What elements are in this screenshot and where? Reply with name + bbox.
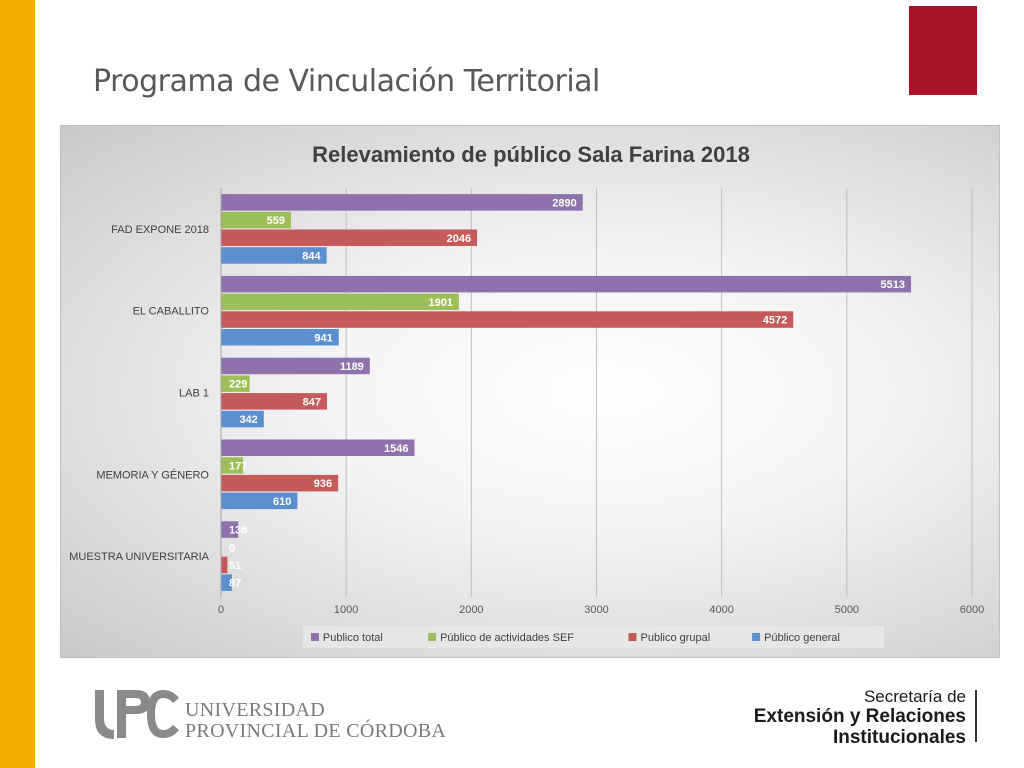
bar-data-label: 2890 bbox=[552, 197, 576, 209]
legend-label: Publico total bbox=[323, 632, 383, 644]
bar bbox=[221, 194, 583, 211]
bar bbox=[221, 311, 794, 328]
y-category-label: FAD EXPONE 2018 bbox=[111, 224, 209, 236]
x-tick-label: 1000 bbox=[334, 604, 358, 616]
bar-data-label: 229 bbox=[229, 379, 247, 391]
bar bbox=[221, 474, 339, 492]
bar-data-label: 847 bbox=[303, 396, 321, 408]
legend-swatch bbox=[628, 633, 637, 641]
bar bbox=[221, 492, 298, 510]
bar bbox=[221, 393, 328, 410]
bar bbox=[221, 556, 228, 574]
bar-data-label: 138 bbox=[229, 525, 247, 537]
bar-data-label: 936 bbox=[314, 478, 332, 490]
bar-data-label: 2046 bbox=[447, 233, 471, 245]
y-category-label: MUESTRA UNIVERSITARIA bbox=[69, 551, 209, 563]
bar bbox=[221, 521, 239, 538]
bar-data-label: 559 bbox=[267, 215, 285, 227]
y-category-label: MEMORIA Y GÉNERO bbox=[96, 468, 209, 481]
bar bbox=[221, 375, 250, 392]
legend-swatch bbox=[752, 633, 761, 641]
bar bbox=[221, 357, 370, 375]
x-tick-label: 2000 bbox=[459, 604, 483, 616]
legend-box bbox=[302, 626, 885, 648]
legend-label: Público de actividades SEF bbox=[440, 632, 574, 644]
y-category-label: EL CABALLITO bbox=[133, 306, 210, 318]
bar-data-label: 1546 bbox=[384, 443, 408, 455]
legend-swatch bbox=[310, 633, 319, 641]
y-category-label: LAB 1 bbox=[179, 388, 209, 400]
bar-data-label: 941 bbox=[314, 332, 332, 344]
secretaria-line1: Secretaría de bbox=[863, 687, 966, 706]
red-decor-square bbox=[909, 6, 977, 95]
bar bbox=[221, 211, 291, 229]
bar-data-label: 342 bbox=[239, 414, 257, 426]
x-tick-label: 0 bbox=[218, 604, 224, 616]
bar-data-label: 177 bbox=[229, 460, 247, 472]
bar-data-label: 0 bbox=[229, 542, 235, 554]
university-name-line1: UNIVERSIDAD bbox=[185, 699, 325, 721]
bar-data-label: 1189 bbox=[340, 361, 364, 373]
bar-data-label: 4572 bbox=[763, 315, 787, 327]
x-tick-label: 4000 bbox=[709, 604, 733, 616]
chart-title: Relevamiento de público Sala Farina 2018 bbox=[312, 142, 750, 167]
bar-data-label: 610 bbox=[273, 496, 291, 508]
bar bbox=[221, 293, 459, 311]
bar-chart: Relevamiento de público Sala Farina 2018… bbox=[69, 142, 984, 648]
x-tick-label: 5000 bbox=[835, 604, 859, 616]
university-logo: UNIVERSIDAD PROVINCIAL DE CÓRDOBA bbox=[93, 688, 446, 742]
bar-data-label: 87 bbox=[229, 578, 241, 590]
university-name-line2: PROVINCIAL DE CÓRDOBA bbox=[185, 720, 447, 742]
legend-label: Público general bbox=[764, 632, 840, 644]
legend-label: Publico grupal bbox=[641, 632, 711, 644]
bar bbox=[221, 410, 264, 428]
bar-data-label: 844 bbox=[302, 250, 321, 262]
secretaria-line2: Extensión y Relaciones bbox=[753, 706, 966, 727]
bar bbox=[221, 229, 478, 246]
bar bbox=[221, 247, 327, 264]
x-tick-label: 3000 bbox=[584, 604, 608, 616]
bar bbox=[221, 574, 232, 591]
x-tick-label: 6000 bbox=[960, 604, 984, 616]
upc-logo-mark bbox=[95, 690, 179, 739]
bar-data-label: 51 bbox=[229, 560, 241, 572]
bar bbox=[221, 329, 339, 346]
slide-title: Programa de Vinculación Territorial bbox=[93, 64, 600, 99]
bar bbox=[221, 439, 415, 456]
secretaria-line3: Institucionales bbox=[832, 727, 966, 748]
bar-data-label: 5513 bbox=[881, 279, 905, 291]
secretaria-logo: Secretaría de Extensión y Relaciones Ins… bbox=[753, 687, 966, 749]
bar bbox=[221, 275, 912, 293]
secretaria-divider bbox=[975, 690, 977, 742]
chart-area: Relevamiento de público Sala Farina 2018… bbox=[60, 125, 1000, 658]
side-accent-bar bbox=[0, 0, 35, 768]
bar bbox=[221, 457, 244, 474]
bar-data-label: 1901 bbox=[428, 297, 452, 309]
legend-swatch bbox=[428, 633, 437, 641]
